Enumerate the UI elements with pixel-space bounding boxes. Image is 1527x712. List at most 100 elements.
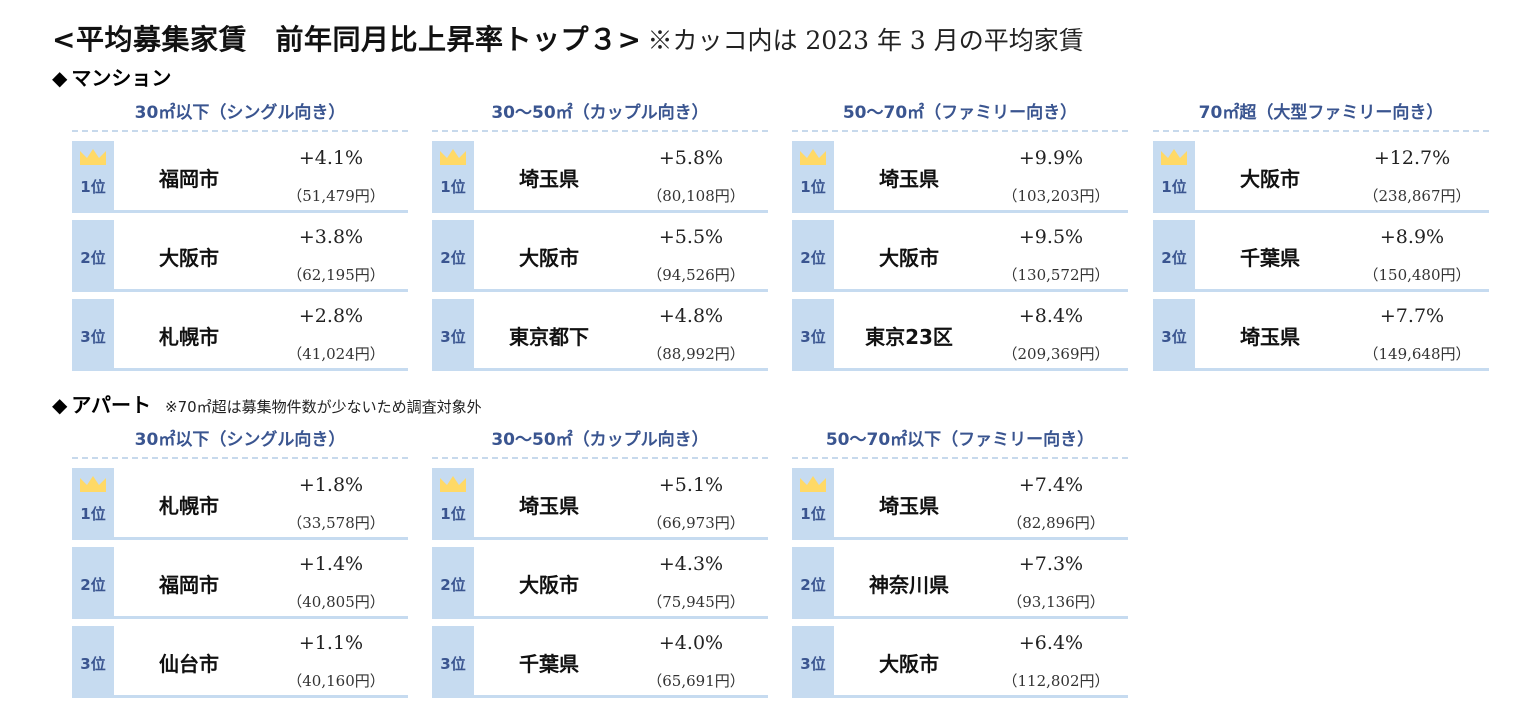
ranking-row: 2位 千葉県 +8.9% （150,480円） [1153, 220, 1489, 292]
value-cell: +4.8% （88,992円） [624, 299, 768, 368]
ranking-row: 2位 大阪市 +4.3% （75,945円） [432, 547, 768, 619]
increase-rate: +4.8% [658, 305, 724, 327]
value-cell: +2.8% （41,024円） [264, 299, 408, 368]
crown-icon [80, 149, 106, 165]
city-name: 東京都下 [509, 325, 589, 349]
rank-label: 2位 [80, 575, 106, 594]
average-rent: （112,802円） [1002, 672, 1110, 690]
rank-cell: 3位 [792, 299, 834, 371]
ranking-row: 2位 大阪市 +9.5% （130,572円） [792, 220, 1128, 292]
city-name: 東京23区 [865, 325, 953, 349]
average-rent: （88,992円） [647, 345, 745, 363]
rank-cell: 3位 [432, 626, 474, 698]
rank-cell: 1位 [792, 141, 834, 213]
crown-icon [800, 476, 826, 492]
dashed-divider [792, 130, 1128, 132]
rank-cell: 1位 [72, 141, 114, 213]
value-cell: +7.3% （93,136円） [984, 547, 1128, 616]
average-rent: （66,973円） [647, 514, 745, 532]
rank-label: 2位 [80, 248, 106, 267]
ranking-row: 3位 千葉県 +4.0% （65,691円） [432, 626, 768, 698]
crown-icon [440, 149, 466, 165]
value-cell: +9.5% （130,572円） [984, 220, 1128, 289]
value-cell: +5.1% （66,973円） [624, 468, 768, 537]
average-rent: （75,945円） [647, 593, 745, 611]
block-header: 70㎡超（大型ファミリー向き） [1198, 103, 1444, 123]
rank-label: 3位 [80, 327, 106, 346]
increase-rate: +5.5% [658, 226, 724, 248]
title-main: <平均募集家賃 前年同月比上昇率トップ３> [52, 23, 642, 56]
ranking-row: 1位 埼玉県 +9.9% （103,203円） [792, 141, 1128, 213]
block-header: 30～50㎡（カップル向き） [491, 430, 709, 450]
ranking-row: 1位 埼玉県 +5.1% （66,973円） [432, 468, 768, 540]
section-name: アパート [71, 393, 151, 417]
ranking-row: 3位 札幌市 +2.8% （41,024円） [72, 299, 408, 371]
value-cell: +3.8% （62,195円） [264, 220, 408, 289]
rank-cell: 1位 [792, 468, 834, 540]
city-name: 大阪市 [159, 246, 219, 270]
rank-cell: 1位 [72, 468, 114, 540]
rank-cell: 1位 [1153, 141, 1195, 213]
block-header: 50～70㎡（ファミリー向き） [842, 103, 1078, 123]
rank-cell: 2位 [792, 220, 834, 292]
ranking-block: 30～50㎡（カップル向き） 1位 埼玉県 +5.8% （80,108円） 2位 大阪市 +5… [432, 99, 768, 378]
increase-rate: +12.7% [1373, 147, 1451, 169]
rank-label: 1位 [440, 177, 466, 196]
city-name: 大阪市 [519, 246, 579, 270]
crown-icon [80, 476, 106, 492]
dashed-divider [72, 130, 408, 132]
city-name: 大阪市 [1240, 167, 1300, 191]
increase-rate: +1.4% [298, 553, 364, 575]
average-rent: （150,480円） [1363, 266, 1471, 284]
increase-rate: +9.5% [1018, 226, 1084, 248]
section-name: マンション [71, 66, 172, 90]
value-cell: +6.4% （112,802円） [984, 626, 1128, 695]
rank-label: 3位 [440, 327, 466, 346]
value-cell: +7.7% （149,648円） [1345, 299, 1489, 368]
city-name: 大阪市 [879, 246, 939, 270]
ranking-row: 3位 東京23区 +8.4% （209,369円） [792, 299, 1128, 371]
average-rent: （40,160円） [287, 672, 385, 690]
average-rent: （209,369円） [1002, 345, 1110, 363]
ranking-row: 1位 福岡市 +4.1% （51,479円） [72, 141, 408, 213]
block-header: 50～70㎡以下（ファミリー向き） [825, 430, 1095, 450]
city-name: 埼玉県 [519, 167, 579, 191]
ranking-row: 2位 大阪市 +3.8% （62,195円） [72, 220, 408, 292]
rank-label: 3位 [80, 654, 106, 673]
ranking-block: 30㎡以下（シングル向き） 1位 福岡市 +4.1% （51,479円） 2位 大阪市 +3.… [72, 99, 408, 378]
average-rent: （65,691円） [647, 672, 745, 690]
city-name: 埼玉県 [1240, 325, 1300, 349]
average-rent: （149,648円） [1363, 345, 1471, 363]
city-name: 神奈川県 [869, 573, 949, 597]
diamond-icon: ◆ [52, 66, 68, 90]
city-name: 仙台市 [159, 652, 219, 676]
value-cell: +4.3% （75,945円） [624, 547, 768, 616]
average-rent: （238,867円） [1363, 187, 1471, 205]
value-cell: +4.1% （51,479円） [264, 141, 408, 210]
block-header: 30㎡以下（シングル向き） [134, 103, 346, 123]
crown-icon [440, 476, 466, 492]
crown-icon [1161, 149, 1187, 165]
increase-rate: +6.4% [1018, 632, 1084, 654]
rank-cell: 1位 [432, 468, 474, 540]
value-cell: +5.5% （94,526円） [624, 220, 768, 289]
average-rent: （93,136円） [1007, 593, 1105, 611]
increase-rate: +5.1% [658, 474, 724, 496]
ranking-row: 3位 東京都下 +4.8% （88,992円） [432, 299, 768, 371]
city-name: 札幌市 [159, 494, 219, 518]
rank-label: 2位 [1161, 248, 1187, 267]
value-cell: +1.8% （33,578円） [264, 468, 408, 537]
value-cell: +8.4% （209,369円） [984, 299, 1128, 368]
rank-cell: 3位 [1153, 299, 1195, 371]
rank-label: 2位 [440, 575, 466, 594]
block-header: 30～50㎡（カップル向き） [491, 103, 709, 123]
ranking-row: 2位 大阪市 +5.5% （94,526円） [432, 220, 768, 292]
ranking-row: 1位 埼玉県 +7.4% （82,896円） [792, 468, 1128, 540]
increase-rate: +7.4% [1018, 474, 1084, 496]
city-name: 大阪市 [519, 573, 579, 597]
section-label-mansion: ◆ マンション [52, 62, 171, 91]
average-rent: （62,195円） [287, 266, 385, 284]
city-name: 千葉県 [519, 652, 579, 676]
value-cell: +12.7% （238,867円） [1345, 141, 1489, 210]
diamond-icon: ◆ [52, 393, 68, 417]
